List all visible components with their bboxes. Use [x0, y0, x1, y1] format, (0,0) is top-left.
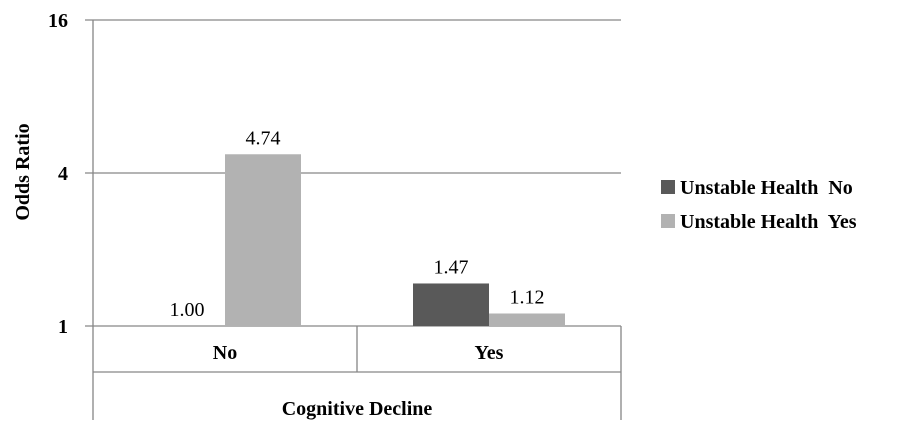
data-label-no-series-2: 4.74: [246, 127, 281, 149]
x-tick-labels: No Yes: [213, 342, 504, 364]
legend: Unstable Health No Unstable Health Yes: [661, 177, 857, 233]
legend-swatch-series-2: [661, 214, 675, 228]
legend-label-series-1: Unstable Health No: [680, 177, 853, 199]
legend-label-series-2: Unstable Health Yes: [680, 211, 857, 233]
x-axis-title: Cognitive Decline: [282, 398, 433, 420]
y-tick-label-16: 16: [48, 10, 68, 32]
y-axis-title: Odds Ratio: [12, 123, 34, 220]
legend-swatch-series-1: [661, 180, 675, 194]
bar-no-series-2: [225, 154, 301, 326]
bar-yes-series-1: [413, 283, 489, 326]
data-label-yes-series-2: 1.12: [510, 286, 545, 308]
x-tick-label-yes: Yes: [475, 342, 504, 364]
y-tick-label-4: 4: [58, 163, 68, 185]
y-tick-labels: 1 4 16: [48, 10, 68, 338]
y-tick-label-1: 1: [58, 316, 68, 338]
x-tick-label-no: No: [213, 342, 237, 364]
axes: [92, 20, 622, 420]
data-label-yes-series-1: 1.47: [434, 256, 469, 278]
data-label-no-series-1: 1.00: [170, 299, 205, 321]
data-labels: 1.00 4.74 1.47 1.12: [170, 127, 545, 321]
bar-yes-series-2: [489, 313, 565, 326]
bars: [225, 154, 565, 326]
gridlines: [85, 19, 621, 327]
